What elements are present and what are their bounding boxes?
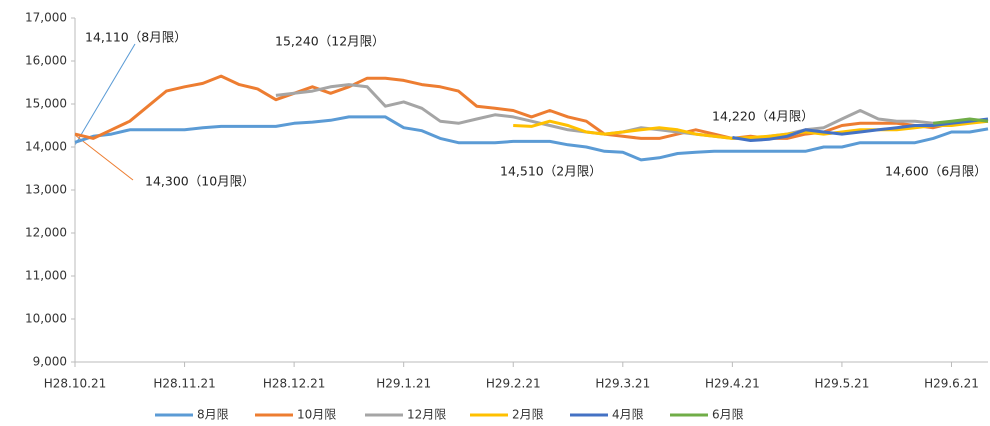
x-tick-label: H29.3.21 — [595, 377, 650, 391]
annotation: 14,220（4月限） — [712, 109, 814, 124]
annotation: 15,240（12月限） — [275, 34, 385, 49]
y-tick-label: 13,000 — [25, 183, 67, 197]
series-line — [513, 119, 989, 140]
legend-label: 2月限 — [512, 408, 544, 422]
annotation: 14,510（2月限） — [500, 164, 602, 179]
legend-label: 6月限 — [712, 408, 744, 422]
series-line — [933, 117, 989, 125]
legend-label: 8月限 — [197, 408, 229, 422]
x-tick-label: H29.4.21 — [705, 377, 760, 391]
y-tick-label: 15,000 — [25, 97, 67, 111]
x-tick-label: H29.2.21 — [486, 377, 541, 391]
x-tick-label: H29.5.21 — [815, 377, 870, 391]
y-tick-label: 10,000 — [25, 312, 67, 326]
annotation: 14,110（8月限） — [85, 30, 187, 45]
x-tick-label: H28.12.21 — [263, 377, 325, 391]
y-tick-label: 11,000 — [25, 269, 67, 283]
legend-label: 12月限 — [407, 408, 446, 422]
x-tick-label: H28.11.21 — [153, 377, 215, 391]
y-tick-label: 16,000 — [25, 54, 67, 68]
series-line — [74, 74, 988, 140]
y-tick-label: 14,000 — [25, 140, 67, 154]
leader-line — [74, 134, 134, 181]
leader-line — [74, 43, 136, 146]
annotation: 14,600（6月限） — [885, 164, 987, 179]
x-tick-label: H29.1.21 — [376, 377, 431, 391]
series-line — [732, 117, 989, 142]
legend-label: 4月限 — [612, 408, 644, 422]
legend-label: 10月限 — [297, 408, 336, 422]
y-tick-label: 9,000 — [33, 355, 67, 369]
x-tick-label: H29.6.21 — [924, 377, 979, 391]
series-line — [74, 115, 989, 162]
y-tick-label: 12,000 — [25, 226, 67, 240]
x-tick-label: H28.10.21 — [44, 377, 106, 391]
y-tick-label: 17,000 — [25, 11, 67, 25]
annotation: 14,300（10月限） — [145, 174, 255, 189]
